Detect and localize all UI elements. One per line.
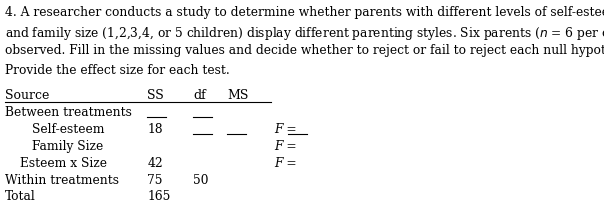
Text: F =: F =	[275, 157, 297, 170]
Text: 42: 42	[147, 157, 163, 170]
Text: Within treatments: Within treatments	[5, 174, 119, 187]
Text: Self-esteem: Self-esteem	[32, 123, 104, 136]
Text: F =: F =	[275, 140, 297, 153]
Text: 50: 50	[193, 174, 208, 187]
Text: Family Size: Family Size	[32, 140, 103, 153]
Text: df: df	[193, 89, 206, 102]
Text: and family size (1,2,3,4, or 5 children) display different parenting styles. Six: and family size (1,2,3,4, or 5 children)…	[5, 25, 604, 42]
Text: 75: 75	[147, 174, 163, 187]
Text: 165: 165	[147, 191, 171, 203]
Text: Source: Source	[5, 89, 50, 102]
Text: Provide the effect size for each test.: Provide the effect size for each test.	[5, 64, 230, 77]
Text: 4. A researcher conducts a study to determine whether parents with different lev: 4. A researcher conducts a study to dete…	[5, 6, 604, 19]
Text: Between treatments: Between treatments	[5, 106, 132, 119]
Text: 18: 18	[147, 123, 163, 136]
Text: MS: MS	[227, 89, 248, 102]
Text: F =: F =	[275, 123, 297, 136]
Text: SS: SS	[147, 89, 164, 102]
Text: Esteem x Size: Esteem x Size	[21, 157, 108, 170]
Text: Total: Total	[5, 191, 36, 203]
Text: observed. Fill in the missing values and decide whether to reject or fail to rej: observed. Fill in the missing values and…	[5, 44, 604, 57]
